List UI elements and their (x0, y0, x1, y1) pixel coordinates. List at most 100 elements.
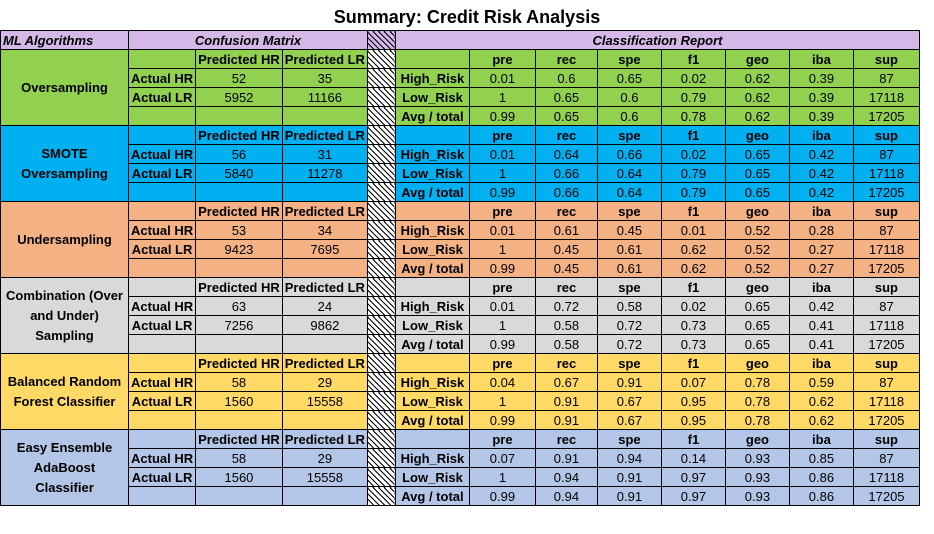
report-value-cell[interactable]: 17118 (852, 315, 920, 335)
report-value-cell[interactable]: 0.62 (788, 410, 854, 430)
cm-cell[interactable]: 1560 (195, 391, 283, 411)
cm-row-actual-lr[interactable]: Actual LR (127, 315, 197, 335)
algorithm-name[interactable]: Easy Ensemble AdaBoost Classifier (0, 429, 129, 506)
cm-row-actual-hr[interactable]: Actual HR (127, 220, 197, 240)
report-value-cell[interactable]: 0.95 (660, 391, 726, 411)
report-value-cell[interactable]: 0.45 (596, 220, 662, 240)
report-corner-cell[interactable] (394, 353, 470, 373)
report-value-cell[interactable]: 0.64 (596, 163, 662, 183)
cm-cell[interactable]: 56 (195, 144, 283, 164)
report-row-label[interactable]: Low_Risk (394, 87, 470, 107)
report-value-cell[interactable]: 0.86 (788, 486, 854, 506)
report-metric-header[interactable]: iba (788, 277, 854, 297)
report-value-cell[interactable]: 0.39 (788, 106, 854, 126)
report-metric-header[interactable]: rec (534, 353, 598, 373)
report-value-cell[interactable]: 0.62 (788, 391, 854, 411)
cm-row-actual-hr[interactable]: Actual HR (127, 448, 197, 468)
report-row-label[interactable]: Avg / total (394, 334, 470, 354)
report-metric-header[interactable]: sup (852, 429, 920, 449)
report-value-cell[interactable]: 0.91 (596, 467, 662, 487)
report-corner-cell[interactable] (394, 429, 470, 449)
report-value-cell[interactable]: 0.91 (534, 410, 598, 430)
report-metric-header[interactable]: pre (468, 353, 536, 373)
report-value-cell[interactable]: 0.79 (660, 163, 726, 183)
report-value-cell[interactable]: 0.65 (596, 68, 662, 88)
report-value-cell[interactable]: 1 (468, 163, 536, 183)
report-value-cell[interactable]: 0.72 (534, 296, 598, 316)
cm-row-actual-hr[interactable]: Actual HR (127, 144, 197, 164)
cm-row-actual-lr[interactable]: Actual LR (127, 87, 197, 107)
report-value-cell[interactable]: 0.97 (660, 467, 726, 487)
report-metric-header[interactable]: pre (468, 201, 536, 221)
report-value-cell[interactable]: 0.65 (534, 87, 598, 107)
report-value-cell[interactable]: 0.99 (468, 334, 536, 354)
empty-cell[interactable] (281, 106, 368, 126)
cm-corner-cell[interactable] (127, 201, 197, 221)
report-value-cell[interactable]: 0.65 (724, 144, 790, 164)
report-value-cell[interactable]: 0.52 (724, 220, 790, 240)
report-row-label[interactable]: Low_Risk (394, 315, 470, 335)
report-value-cell[interactable]: 1 (468, 467, 536, 487)
report-value-cell[interactable]: 0.91 (596, 372, 662, 392)
cm-cell[interactable]: 52 (195, 68, 283, 88)
cm-col-predicted-lr[interactable]: Predicted LR (281, 125, 368, 145)
report-value-cell[interactable]: 0.78 (724, 391, 790, 411)
report-row-label[interactable]: High_Risk (394, 296, 470, 316)
report-value-cell[interactable]: 0.62 (724, 106, 790, 126)
report-metric-header[interactable]: geo (724, 125, 790, 145)
report-metric-header[interactable]: pre (468, 49, 536, 69)
cm-col-predicted-hr[interactable]: Predicted HR (195, 201, 283, 221)
report-value-cell[interactable]: 87 (852, 144, 920, 164)
cm-cell[interactable]: 7256 (195, 315, 283, 335)
cm-row-actual-lr[interactable]: Actual LR (127, 467, 197, 487)
report-value-cell[interactable]: 0.65 (724, 163, 790, 183)
empty-cell[interactable] (127, 258, 197, 278)
report-value-cell[interactable]: 0.6 (596, 106, 662, 126)
report-value-cell[interactable]: 0.73 (660, 315, 726, 335)
report-corner-cell[interactable] (394, 49, 470, 69)
report-value-cell[interactable]: 0.58 (534, 315, 598, 335)
report-value-cell[interactable]: 0.64 (596, 182, 662, 202)
report-value-cell[interactable]: 0.99 (468, 182, 536, 202)
report-value-cell[interactable]: 0.42 (788, 144, 854, 164)
report-row-label[interactable]: High_Risk (394, 448, 470, 468)
report-metric-header[interactable]: sup (852, 277, 920, 297)
empty-cell[interactable] (281, 182, 368, 202)
report-value-cell[interactable]: 0.93 (724, 486, 790, 506)
cm-col-predicted-lr[interactable]: Predicted LR (281, 429, 368, 449)
report-row-label[interactable]: High_Risk (394, 372, 470, 392)
empty-cell[interactable] (127, 334, 197, 354)
report-value-cell[interactable]: 0.28 (788, 220, 854, 240)
cm-col-predicted-hr[interactable]: Predicted HR (195, 429, 283, 449)
report-value-cell[interactable]: 0.6 (596, 87, 662, 107)
empty-cell[interactable] (195, 182, 283, 202)
report-value-cell[interactable]: 0.27 (788, 239, 854, 259)
report-value-cell[interactable]: 0.99 (468, 106, 536, 126)
report-value-cell[interactable]: 1 (468, 239, 536, 259)
report-value-cell[interactable]: 1 (468, 391, 536, 411)
empty-cell[interactable] (195, 334, 283, 354)
report-value-cell[interactable]: 0.99 (468, 258, 536, 278)
cm-cell[interactable]: 9423 (195, 239, 283, 259)
report-row-label[interactable]: High_Risk (394, 68, 470, 88)
cm-row-actual-lr[interactable]: Actual LR (127, 391, 197, 411)
report-metric-header[interactable]: spe (596, 277, 662, 297)
report-value-cell[interactable]: 0.86 (788, 467, 854, 487)
report-value-cell[interactable]: 17205 (852, 410, 920, 430)
cm-col-predicted-lr[interactable]: Predicted LR (281, 353, 368, 373)
cm-cell[interactable]: 11278 (281, 163, 368, 183)
report-value-cell[interactable]: 0.45 (534, 258, 598, 278)
report-value-cell[interactable]: 0.91 (596, 486, 662, 506)
report-value-cell[interactable]: 0.07 (468, 448, 536, 468)
report-row-label[interactable]: Avg / total (394, 106, 470, 126)
empty-cell[interactable] (281, 486, 368, 506)
header-confusion-matrix[interactable]: Confusion Matrix (128, 30, 368, 50)
report-value-cell[interactable]: 0.85 (788, 448, 854, 468)
report-value-cell[interactable]: 0.73 (660, 334, 726, 354)
report-value-cell[interactable]: 87 (852, 68, 920, 88)
cm-row-actual-lr[interactable]: Actual LR (127, 239, 197, 259)
cm-cell[interactable]: 63 (195, 296, 283, 316)
empty-cell[interactable] (127, 106, 197, 126)
report-corner-cell[interactable] (394, 125, 470, 145)
report-value-cell[interactable]: 0.61 (596, 258, 662, 278)
